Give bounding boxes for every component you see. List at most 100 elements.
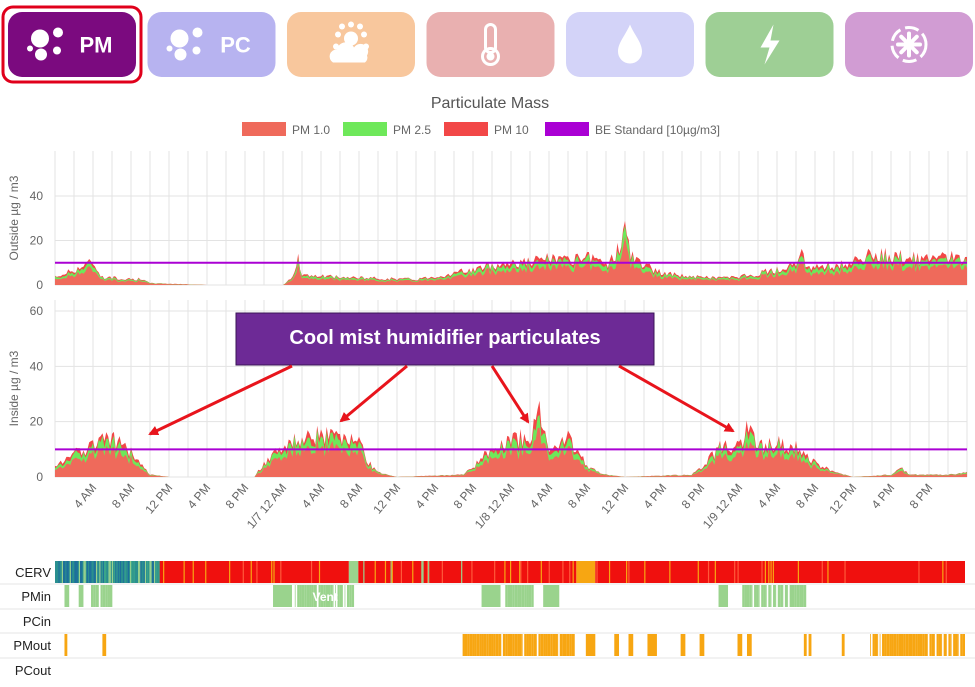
status-segment [159, 561, 349, 583]
status-bar [502, 634, 506, 656]
status-bar [332, 585, 334, 607]
x-tick-label: 4 PM [185, 481, 214, 511]
status-row-label: PMout [13, 638, 51, 653]
status-bar [330, 585, 333, 607]
status-bar [109, 585, 113, 607]
outside-panel: 0 20 40 Outside µg / m3 [7, 151, 968, 292]
status-bar [483, 634, 487, 656]
status-bar [628, 634, 634, 656]
legend-label: PM 1.0 [292, 123, 330, 137]
status-bar [514, 634, 518, 656]
tab-power[interactable] [705, 12, 834, 77]
status-bar [780, 585, 783, 607]
x-tick-label: 8 PM [907, 481, 936, 511]
status-bar [749, 585, 752, 607]
status-bar [751, 585, 753, 607]
legend-item[interactable]: PM 2.5 [343, 122, 431, 137]
status-bar [917, 634, 920, 656]
status-bar [93, 585, 96, 607]
status-bar [746, 585, 750, 607]
y-tick-label: 20 [30, 234, 44, 248]
status-bar [784, 585, 788, 607]
status-bar [886, 634, 890, 656]
status-bar [898, 634, 902, 656]
annotation-callout: Cool mist humidifier particulates [148, 312, 735, 436]
status-bar [927, 634, 928, 656]
status-bar [699, 634, 705, 656]
droplet-icon [618, 24, 642, 64]
y-tick-label: 40 [30, 189, 44, 203]
status-bar [841, 634, 845, 656]
status-bar [564, 634, 567, 656]
x-tick-label: 1/8 12 AM [472, 481, 517, 531]
status-bar [474, 634, 477, 656]
status-bar [647, 634, 657, 656]
status-bar [107, 585, 110, 607]
status-bar [742, 585, 745, 607]
status-bar [792, 585, 795, 607]
status-bar [325, 585, 328, 607]
status-bar [910, 634, 913, 656]
pm1-area [55, 427, 967, 477]
plot-area: 0 20 40 Outside µg / m3 0 20 40 60 Inside µg / m… [7, 151, 968, 484]
status-segment [576, 561, 596, 583]
status-bar [519, 585, 522, 607]
status-bar [777, 585, 781, 607]
legend-item[interactable]: PM 1.0 [242, 122, 330, 137]
y-axis-label: Outside µg / m3 [7, 175, 21, 260]
status-row-cerv: CERV [15, 561, 965, 583]
status-bar [102, 585, 106, 607]
status-row-label: PCin [23, 614, 51, 629]
x-tick-label: 12 PM [142, 481, 175, 517]
status-bar [571, 634, 574, 656]
tab-weather[interactable] [287, 12, 415, 77]
x-tick-label: 4 AM [527, 481, 555, 511]
tab-pc[interactable]: PC [147, 12, 276, 77]
status-bar [102, 634, 107, 656]
status-bar [547, 634, 551, 656]
status-bar [787, 585, 789, 607]
status-bar [512, 634, 515, 656]
status-bar [505, 585, 508, 607]
status-bar [934, 634, 935, 656]
status-bar [758, 585, 760, 607]
x-tick-label: 12 PM [826, 481, 859, 517]
status-bar [507, 634, 510, 656]
status-bar [526, 634, 529, 656]
tab-fan[interactable] [845, 12, 973, 77]
status-bar [552, 634, 556, 656]
status-bar [462, 634, 465, 656]
particles-icon [27, 27, 63, 61]
status-bar [794, 585, 797, 607]
status-bar [796, 585, 800, 607]
y-tick-label: 60 [30, 304, 44, 318]
status-bar [309, 585, 312, 607]
status-bar [879, 634, 881, 656]
tab-humidity[interactable] [566, 12, 694, 77]
legend-item[interactable]: PM 10 [444, 122, 529, 137]
tab-pm[interactable]: PM [1, 5, 143, 84]
status-bar [335, 585, 336, 607]
status-bar [903, 634, 906, 656]
lightning-icon [760, 24, 780, 65]
status-bar [782, 585, 784, 607]
legend-item[interactable]: BE Standard [10µg/m3] [545, 122, 720, 137]
status-bar [521, 585, 525, 607]
status-bar [304, 585, 307, 607]
status-bar [889, 634, 892, 656]
status-bar [519, 634, 522, 656]
x-tick-label: 4 AM [755, 481, 783, 511]
status-bar [320, 585, 324, 607]
tab-temperature[interactable] [426, 12, 555, 77]
status-bar [803, 585, 807, 607]
status-bar [912, 634, 916, 656]
status-row-label: CERV [15, 565, 51, 580]
status-bar [543, 585, 560, 607]
status-bar [64, 634, 68, 656]
status-bar [957, 634, 959, 656]
status-bar [531, 585, 534, 607]
status-bar [498, 634, 501, 656]
status-bar [328, 585, 331, 607]
x-tick-label: 12 PM [370, 481, 403, 517]
status-bar [882, 634, 885, 656]
